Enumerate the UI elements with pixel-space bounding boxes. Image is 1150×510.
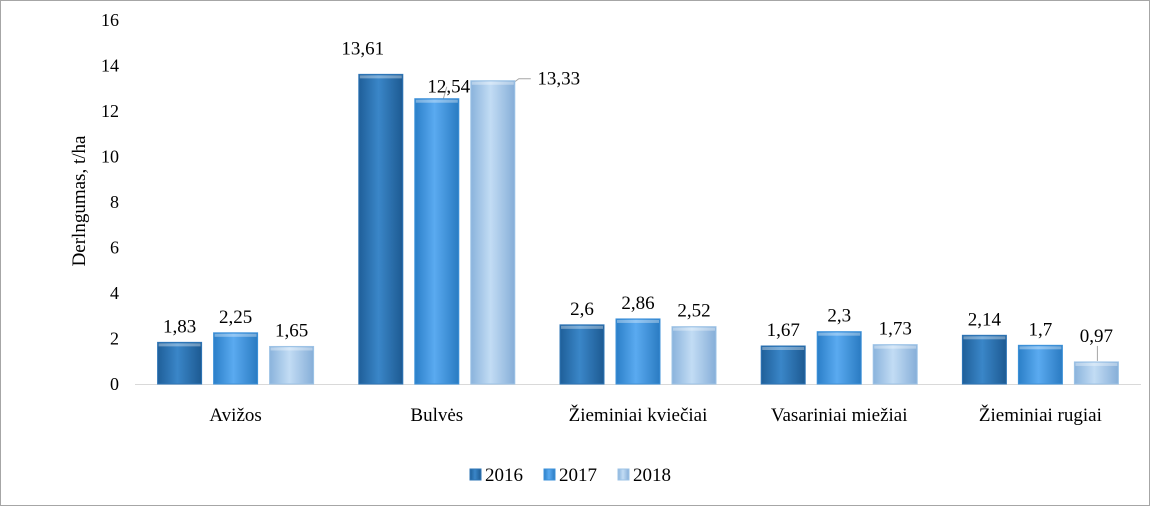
- bar-2016-1: [358, 73, 404, 385]
- bar-highlight: [673, 327, 715, 331]
- y-tick-label: 16: [101, 10, 119, 30]
- y-tick-label: 6: [110, 238, 119, 258]
- bar-highlight: [1019, 346, 1062, 350]
- bar-highlight: [214, 333, 257, 337]
- data-label: 13,61: [341, 38, 384, 59]
- bar-2018-3: [872, 344, 918, 385]
- legend-swatch-2018: [617, 468, 630, 481]
- data-label: 1,83: [163, 316, 196, 337]
- bar-highlight: [617, 319, 659, 323]
- bar-highlight: [874, 345, 917, 349]
- data-label: 2,14: [968, 309, 1002, 330]
- bar-highlight: [415, 99, 458, 103]
- bar-highlight: [561, 325, 603, 329]
- bar-highlight: [818, 332, 861, 336]
- bar-2018-2: [671, 326, 717, 385]
- bar-highlight: [1075, 362, 1118, 366]
- bar-highlight: [963, 336, 1006, 340]
- bar-2018-4: [1073, 361, 1119, 385]
- bar-2017-2: [615, 318, 661, 385]
- category-label: Bulvės: [410, 405, 463, 426]
- legend-label-2018: 2018: [633, 465, 671, 486]
- legend-label-2017: 2017: [559, 465, 597, 486]
- y-tick-label: 10: [101, 147, 119, 167]
- y-tick-label: 2: [110, 329, 119, 349]
- y-tick-label: 12: [101, 101, 119, 121]
- bar-2016-3: [760, 345, 806, 385]
- data-label: 2,3: [827, 306, 851, 327]
- bar-2016-0: [157, 341, 203, 385]
- data-label: 2,25: [219, 307, 252, 328]
- bar-highlight: [359, 75, 402, 79]
- data-label: 1,65: [275, 320, 308, 341]
- data-labels: 1,83 2,25 1,65 13,61 12,54 13,33 2,6 2,86 2,52 1,…: [163, 38, 1113, 347]
- legend-swatch-2017: [543, 468, 556, 481]
- x-axis: Avižos Bulvės Žieminiai kviečiai Vasariniai…: [209, 404, 1101, 426]
- data-label: 1,7: [1029, 319, 1053, 340]
- data-label: 2,6: [570, 299, 594, 320]
- legend-swatch-2016: [469, 468, 482, 481]
- bar-highlight: [270, 347, 313, 351]
- bar-2016-2: [559, 324, 605, 385]
- bar-2017-3: [816, 331, 862, 385]
- bar-2018-1: [470, 80, 516, 385]
- y-axis-title: Derlngumas, t/ha: [69, 135, 90, 266]
- y-axis-title-group: Derlngumas, t/ha: [69, 135, 90, 266]
- category-label: Vasariniai miežiai: [771, 405, 908, 426]
- data-label: 1,73: [879, 319, 912, 340]
- category-label: Avižos: [209, 405, 261, 426]
- bar-highlight: [762, 347, 805, 351]
- bars: [157, 73, 1119, 385]
- legend: 2016 2017 2018: [469, 465, 671, 486]
- y-tick-label: 14: [101, 56, 119, 76]
- data-label: 2,52: [677, 301, 710, 322]
- bar-highlight: [158, 343, 201, 347]
- data-label: 2,86: [621, 293, 654, 314]
- bar-2016-4: [961, 334, 1007, 385]
- bar-2018-0: [269, 345, 315, 385]
- bar-2017-1: [414, 98, 460, 385]
- legend-label-2016: 2016: [485, 465, 523, 486]
- y-tick-label: 0: [110, 374, 119, 394]
- bar-2017-4: [1017, 344, 1063, 385]
- y-axis: 0 2 4 6 8 10 12 14 16: [101, 10, 119, 394]
- category-label: Žieminiai rugiai: [979, 404, 1102, 426]
- data-label: 0,97: [1080, 326, 1113, 347]
- bar-2017-0: [213, 332, 259, 385]
- category-label: Žieminiai kviečiai: [569, 404, 708, 426]
- y-tick-label: 4: [110, 283, 119, 303]
- data-label: 1,67: [767, 320, 800, 341]
- data-label: 13,33: [537, 69, 580, 90]
- bar-highlight: [471, 81, 514, 85]
- data-label: 12,54: [427, 77, 470, 98]
- y-tick-label: 8: [110, 192, 119, 212]
